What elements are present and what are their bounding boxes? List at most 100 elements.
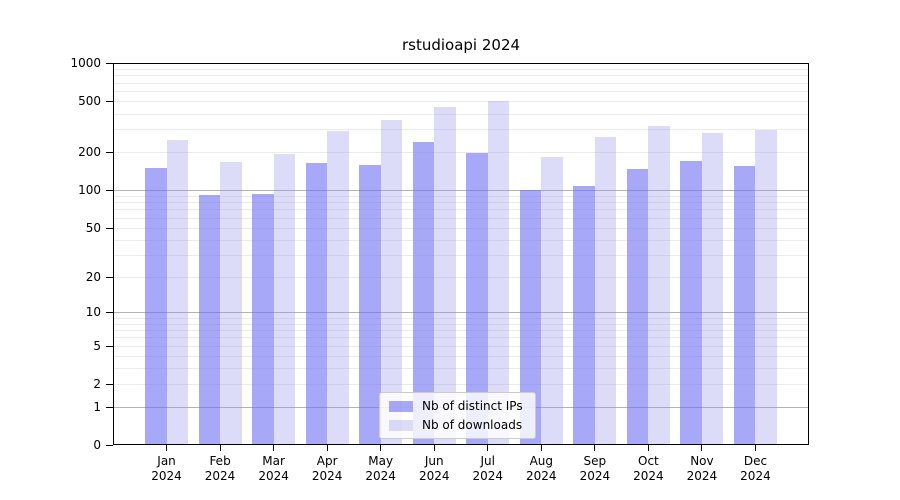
bar-downloads-mar: [273, 154, 296, 445]
bar-ips-aug: [519, 189, 542, 445]
y-tick-label-0: 0: [93, 438, 101, 452]
y-tick-mark-200: [106, 151, 113, 153]
bar-ips-feb: [198, 194, 221, 445]
x-tick-label-aug: Aug 2024: [526, 454, 557, 483]
y-tick-mark-5: [106, 345, 113, 347]
bar-ips-jul: [466, 153, 488, 445]
gridline-minor-200: [113, 151, 809, 153]
plot-area: [113, 63, 809, 445]
gridline-minor-9: [113, 317, 809, 319]
bar-ips-may: [359, 165, 381, 445]
x-tick-mark-oct: [647, 445, 649, 451]
y-tick-label-10: 10: [85, 305, 101, 320]
x-tick-mark-nov: [701, 445, 703, 451]
gridline-major-10: [113, 312, 809, 314]
bar-downloads-nov: [701, 132, 724, 445]
x-tick-mark-feb: [219, 445, 221, 451]
gridline-minor-2: [113, 384, 809, 386]
x-tick-label-mar: Mar 2024: [258, 454, 289, 483]
bar-downloads-oct: [648, 126, 670, 445]
legend-swatch-downloads: [389, 419, 413, 431]
gridline-minor-300: [113, 129, 809, 131]
gridline-minor-6: [113, 337, 809, 339]
y-tick-label-1: 1: [93, 399, 101, 414]
x-tick-mark-jul: [487, 445, 489, 451]
x-tick-mark-mar: [273, 445, 275, 451]
legend-item-downloads: Nb of downloads: [389, 418, 523, 432]
gridline-major-100: [113, 189, 809, 191]
y-tick-mark-1000: [106, 63, 113, 64]
y-tick-mark-100: [106, 189, 113, 191]
x-tick-mark-may: [380, 445, 382, 451]
x-tick-mark-dec: [754, 445, 756, 451]
bar-ips-dec: [733, 165, 756, 445]
gridline-minor-70: [113, 209, 809, 211]
bar-downloads-may: [380, 119, 403, 445]
y-tick-label-200: 200: [78, 144, 101, 159]
y-tick-mark-50: [106, 227, 113, 229]
x-tick-label-jun: Jun 2024: [418, 454, 450, 483]
x-tick-label-jul: Jul 2024: [472, 454, 504, 483]
y-tick-mark-0: [106, 445, 113, 446]
bar-downloads-dec: [755, 130, 777, 445]
gridline-minor-700: [113, 82, 809, 84]
y-tick-label-20: 20: [85, 269, 101, 284]
y-tick-mark-500: [106, 101, 113, 103]
gridline-minor-500: [113, 101, 809, 103]
x-tick-mark-apr: [326, 445, 328, 451]
x-tick-mark-jun: [433, 445, 435, 451]
y-tick-mark-10: [106, 312, 113, 314]
y-tick-label-100: 100: [78, 182, 101, 197]
x-tick-mark-jan: [166, 445, 168, 451]
gridline-minor-40: [113, 239, 809, 241]
bar-ips-mar: [252, 193, 274, 445]
y-tick-mark-2: [106, 384, 113, 386]
bar-downloads-sep: [594, 136, 617, 445]
y-tick-label-2: 2: [93, 377, 101, 392]
y-tick-label-500: 500: [78, 94, 101, 109]
bar-ips-apr: [305, 163, 328, 445]
x-tick-label-feb: Feb 2024: [204, 454, 236, 483]
legend-item-distinct-ips: Nb of distinct IPs: [389, 399, 523, 413]
chart-title: rstudioapi 2024: [401, 36, 521, 54]
gridline-minor-400: [113, 113, 809, 115]
bar-downloads-feb: [220, 162, 242, 445]
bar-downloads-jan: [166, 140, 189, 445]
y-tick-mark-20: [106, 276, 113, 278]
legend-label-distinct-ips: Nb of distinct IPs: [422, 399, 523, 413]
legend-label-downloads: Nb of downloads: [422, 418, 523, 432]
y-tick-label-1000: 1000: [70, 56, 101, 70]
bar-downloads-apr: [327, 130, 349, 445]
bar-downloads-aug: [541, 157, 563, 445]
gridline-minor-800: [113, 75, 809, 77]
x-tick-mark-aug: [540, 445, 542, 451]
gridline-minor-20: [113, 276, 809, 278]
x-tick-label-sep: Sep 2024: [579, 454, 611, 483]
gridline-minor-30: [113, 255, 809, 257]
gridline-minor-50: [113, 227, 809, 229]
x-tick-label-dec: Dec 2024: [740, 454, 771, 483]
bar-downloads-jul: [487, 101, 510, 445]
y-tick-mark-1: [106, 406, 113, 408]
y-tick-label-50: 50: [85, 220, 101, 235]
gridline-minor-90: [113, 195, 809, 197]
y-tick-label-5: 5: [93, 338, 101, 353]
bar-downloads-jun: [434, 106, 456, 445]
x-tick-label-nov: Nov 2024: [686, 454, 718, 483]
x-tick-label-apr: Apr 2024: [311, 454, 343, 483]
x-tick-label-jan: Jan 2024: [151, 454, 182, 483]
bar-ips-nov: [680, 160, 702, 445]
gridline-minor-3: [113, 368, 809, 370]
gridline-minor-8: [113, 323, 809, 325]
gridline-minor-80: [113, 202, 809, 204]
bar-ips-oct: [626, 169, 649, 445]
gridline-minor-600: [113, 91, 809, 93]
gridline-minor-5: [113, 345, 809, 347]
x-tick-label-may: May 2024: [365, 454, 396, 483]
legend-swatch-distinct-ips: [389, 400, 413, 412]
bar-ips-jun: [412, 141, 435, 445]
bar-ips-jan: [145, 167, 167, 445]
x-tick-label-oct: Oct 2024: [633, 454, 664, 483]
gridline-minor-900: [113, 68, 809, 70]
